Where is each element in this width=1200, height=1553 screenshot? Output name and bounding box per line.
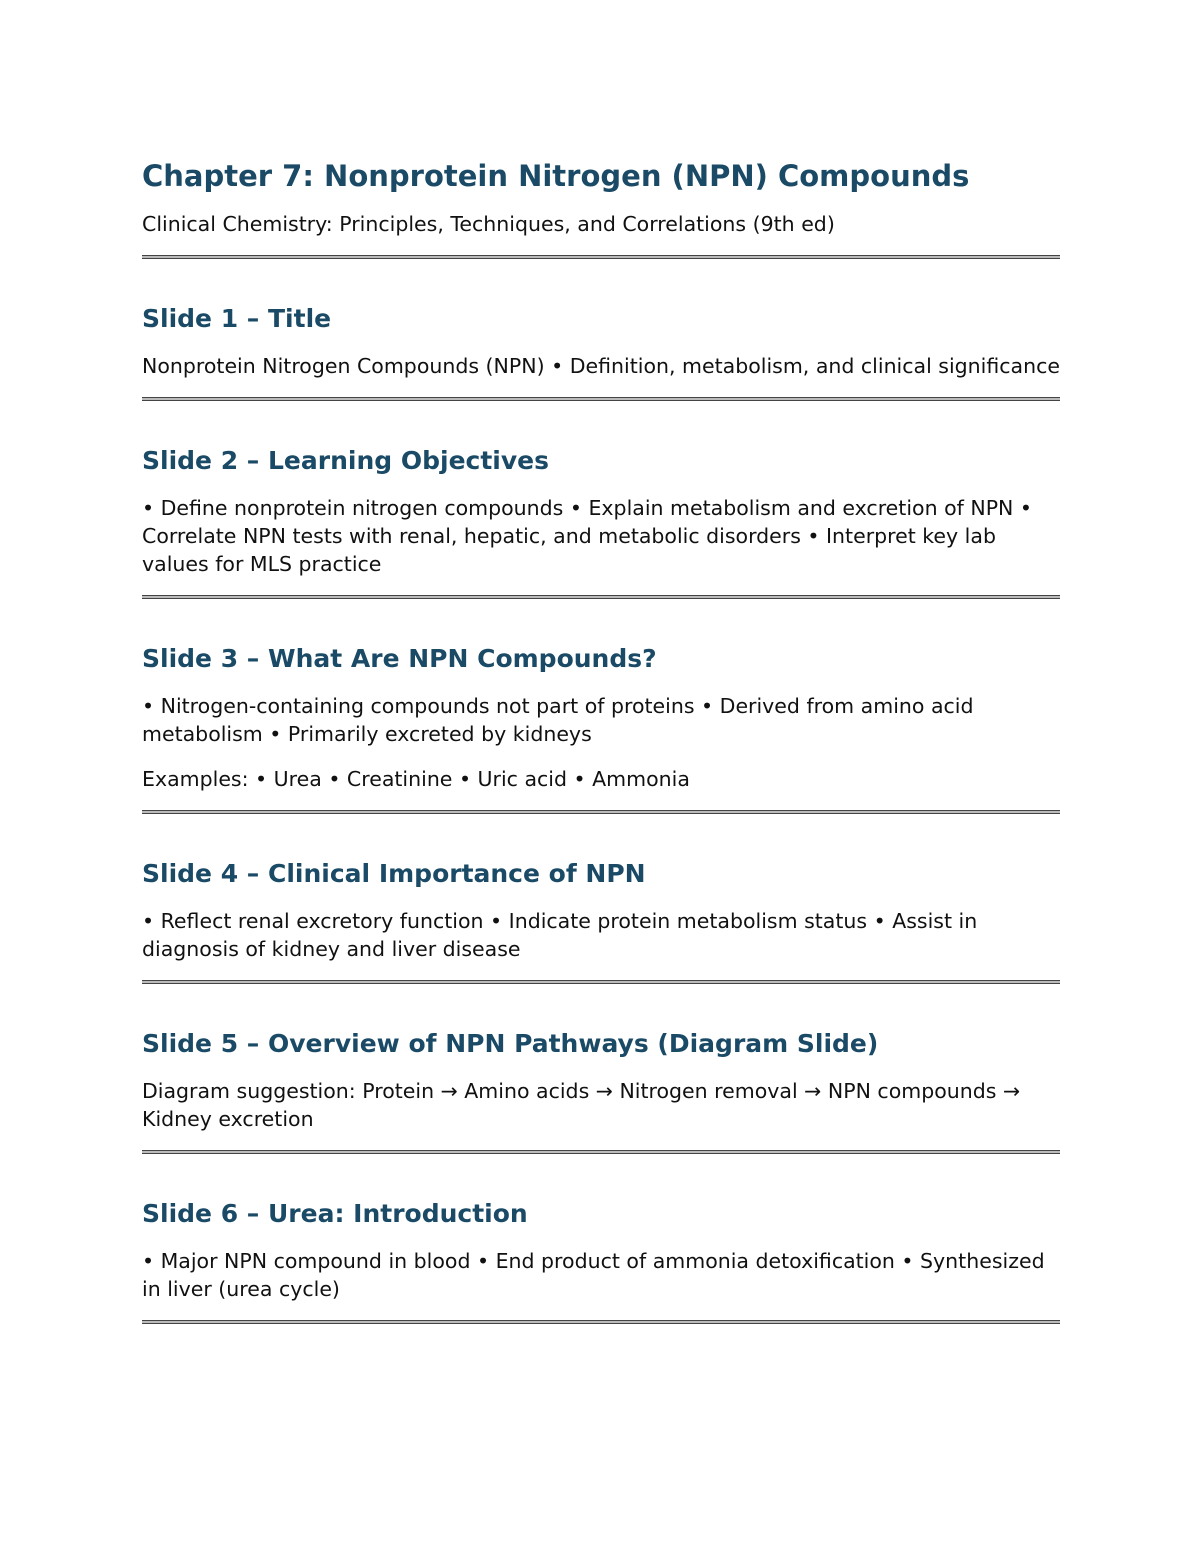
slide-text: Diagram suggestion: Protein → Amino acid…	[142, 1079, 1021, 1131]
slide-section-3: Slide 3 – What Are NPN Compounds? • Nitr…	[142, 644, 1060, 814]
slide-section-4: Slide 4 – Clinical Importance of NPN • R…	[142, 859, 1060, 984]
slide-heading: Slide 2 – Learning Objectives	[142, 446, 549, 475]
slide-heading: Slide 4 – Clinical Importance of NPN	[142, 859, 646, 888]
slide-section-5: Slide 5 – Overview of NPN Pathways (Diag…	[142, 1029, 1060, 1154]
slide-examples: Examples: • Urea • Creatinine • Uric aci…	[142, 767, 690, 791]
slide-heading: Slide 5 – Overview of NPN Pathways (Diag…	[142, 1029, 879, 1058]
slide-heading: Slide 6 – Urea: Introduction	[142, 1199, 528, 1228]
section-divider	[142, 255, 1060, 259]
slide-heading: Slide 1 – Title	[142, 304, 332, 333]
section-divider	[142, 397, 1060, 401]
slide-text: • Major NPN compound in blood • End prod…	[142, 1249, 1045, 1301]
slide-section-2: Slide 2 – Learning Objectives • Define n…	[142, 446, 1060, 599]
section-divider	[142, 595, 1060, 599]
slide-text: Nonprotein Nitrogen Compounds (NPN) • De…	[142, 354, 1060, 378]
slide-text: • Reflect renal excretory function • Ind…	[142, 909, 978, 961]
document-subtitle: Clinical Chemistry: Principles, Techniqu…	[142, 212, 835, 236]
slide-text: • Define nonprotein nitrogen compounds •…	[142, 496, 1032, 576]
section-divider	[142, 810, 1060, 814]
document-title: Chapter 7: Nonprotein Nitrogen (NPN) Com…	[142, 159, 970, 193]
section-divider	[142, 980, 1060, 984]
document-page: Chapter 7: Nonprotein Nitrogen (NPN) Com…	[142, 158, 1060, 1324]
slide-heading: Slide 3 – What Are NPN Compounds?	[142, 644, 657, 673]
slide-text: • Nitrogen-containing compounds not part…	[142, 694, 974, 746]
slide-section-1: Slide 1 – Title Nonprotein Nitrogen Comp…	[142, 304, 1060, 401]
section-divider	[142, 1320, 1060, 1324]
section-divider	[142, 1150, 1060, 1154]
slide-section-6: Slide 6 – Urea: Introduction • Major NPN…	[142, 1199, 1060, 1324]
